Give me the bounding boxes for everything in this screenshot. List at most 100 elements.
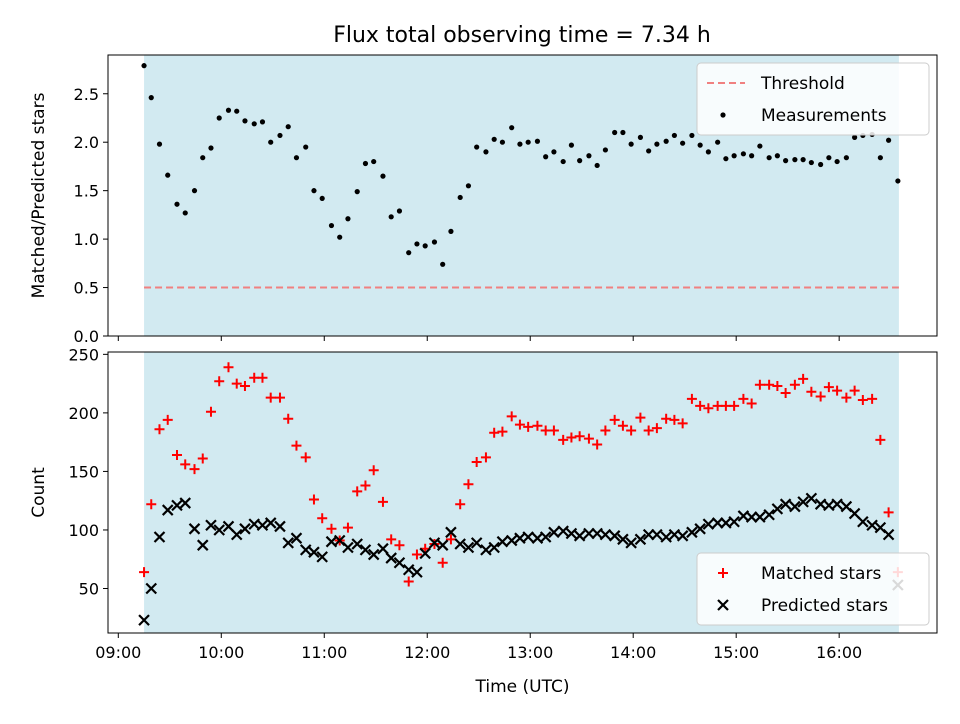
data-point [783, 158, 789, 164]
data-point [883, 507, 894, 518]
data-point [779, 498, 792, 510]
legend: Threshold Measurements [696, 62, 930, 136]
data-point [772, 380, 783, 391]
data-point [200, 155, 206, 161]
data-point [368, 465, 379, 476]
data-point [191, 188, 198, 194]
data-point [139, 567, 150, 578]
data-point [388, 214, 394, 220]
data-point [852, 134, 858, 140]
data-point [162, 414, 173, 425]
plot-frame [107, 351, 938, 634]
x-tick-label: 14:00 [610, 643, 656, 662]
data-point [723, 156, 729, 162]
legend-marker [720, 112, 726, 118]
data-point [480, 452, 491, 463]
data-point [764, 379, 775, 390]
data-point [141, 63, 147, 69]
data-point [695, 400, 706, 411]
data-point [274, 520, 286, 533]
data-point [455, 499, 466, 510]
data-point [608, 530, 621, 542]
data-point [792, 157, 798, 163]
data-point [857, 395, 868, 406]
y-tick-label: 1.5 [74, 182, 99, 201]
data-point [445, 534, 456, 545]
data-point [548, 425, 559, 436]
data-point [754, 511, 766, 523]
data-point [371, 158, 377, 165]
series-group [141, 63, 901, 267]
data-point [161, 504, 174, 516]
data-point [196, 539, 209, 551]
data-point [634, 533, 647, 546]
data-point [557, 525, 569, 537]
data-point [367, 548, 380, 561]
data-point [738, 393, 749, 404]
data-point [832, 385, 843, 396]
data-point [599, 528, 612, 541]
data-point [834, 158, 840, 165]
data-point [686, 393, 697, 404]
data-point [686, 526, 698, 539]
data-point [749, 153, 755, 159]
data-point [470, 537, 483, 549]
y-tick-label: 2.5 [74, 85, 99, 104]
data-point [148, 95, 154, 101]
data-point [705, 149, 711, 155]
data-point [646, 148, 652, 154]
data-point [285, 124, 291, 130]
data-point [626, 425, 637, 436]
data-point [680, 140, 686, 146]
data-point [362, 160, 369, 167]
data-point [797, 496, 809, 508]
data-point [316, 551, 328, 563]
data-point [677, 418, 688, 429]
data-point [757, 143, 763, 149]
data-point [308, 546, 320, 558]
data-point [671, 132, 677, 139]
data-point [818, 161, 824, 168]
x-tick-label: 16:00 [816, 643, 862, 662]
data-point [506, 411, 517, 422]
data-point [660, 531, 672, 543]
data-point [612, 129, 618, 136]
data-point [342, 522, 353, 533]
data-point [463, 479, 474, 490]
y-tick-label: 0.0 [74, 327, 99, 346]
data-point [617, 533, 629, 546]
data-point [153, 531, 166, 543]
y-tick-label: 50 [79, 580, 99, 599]
data-point [359, 544, 372, 556]
data-point [780, 387, 791, 398]
data-point [457, 194, 463, 201]
data-point [800, 157, 806, 163]
legend: Matched stars Predicted stars [696, 552, 930, 626]
data-point [437, 557, 448, 568]
data-point [728, 515, 740, 528]
data-point [290, 532, 303, 544]
data-point [841, 392, 852, 403]
data-point [138, 614, 150, 626]
data-point [525, 139, 531, 145]
data-point [651, 423, 662, 434]
data-point [583, 527, 595, 540]
data-point [661, 413, 672, 424]
data-point [406, 250, 412, 256]
data-point [303, 144, 309, 150]
data-point [697, 142, 703, 148]
data-point [586, 153, 592, 159]
data-point [669, 414, 680, 425]
data-point [866, 519, 878, 532]
data-point [875, 434, 886, 445]
data-point [522, 531, 534, 543]
data-point [462, 541, 475, 554]
data-point [214, 376, 225, 387]
data-point [499, 139, 506, 145]
data-point [422, 243, 428, 249]
data-point [403, 576, 414, 587]
legend-marker [718, 568, 728, 578]
data-point [377, 542, 389, 555]
